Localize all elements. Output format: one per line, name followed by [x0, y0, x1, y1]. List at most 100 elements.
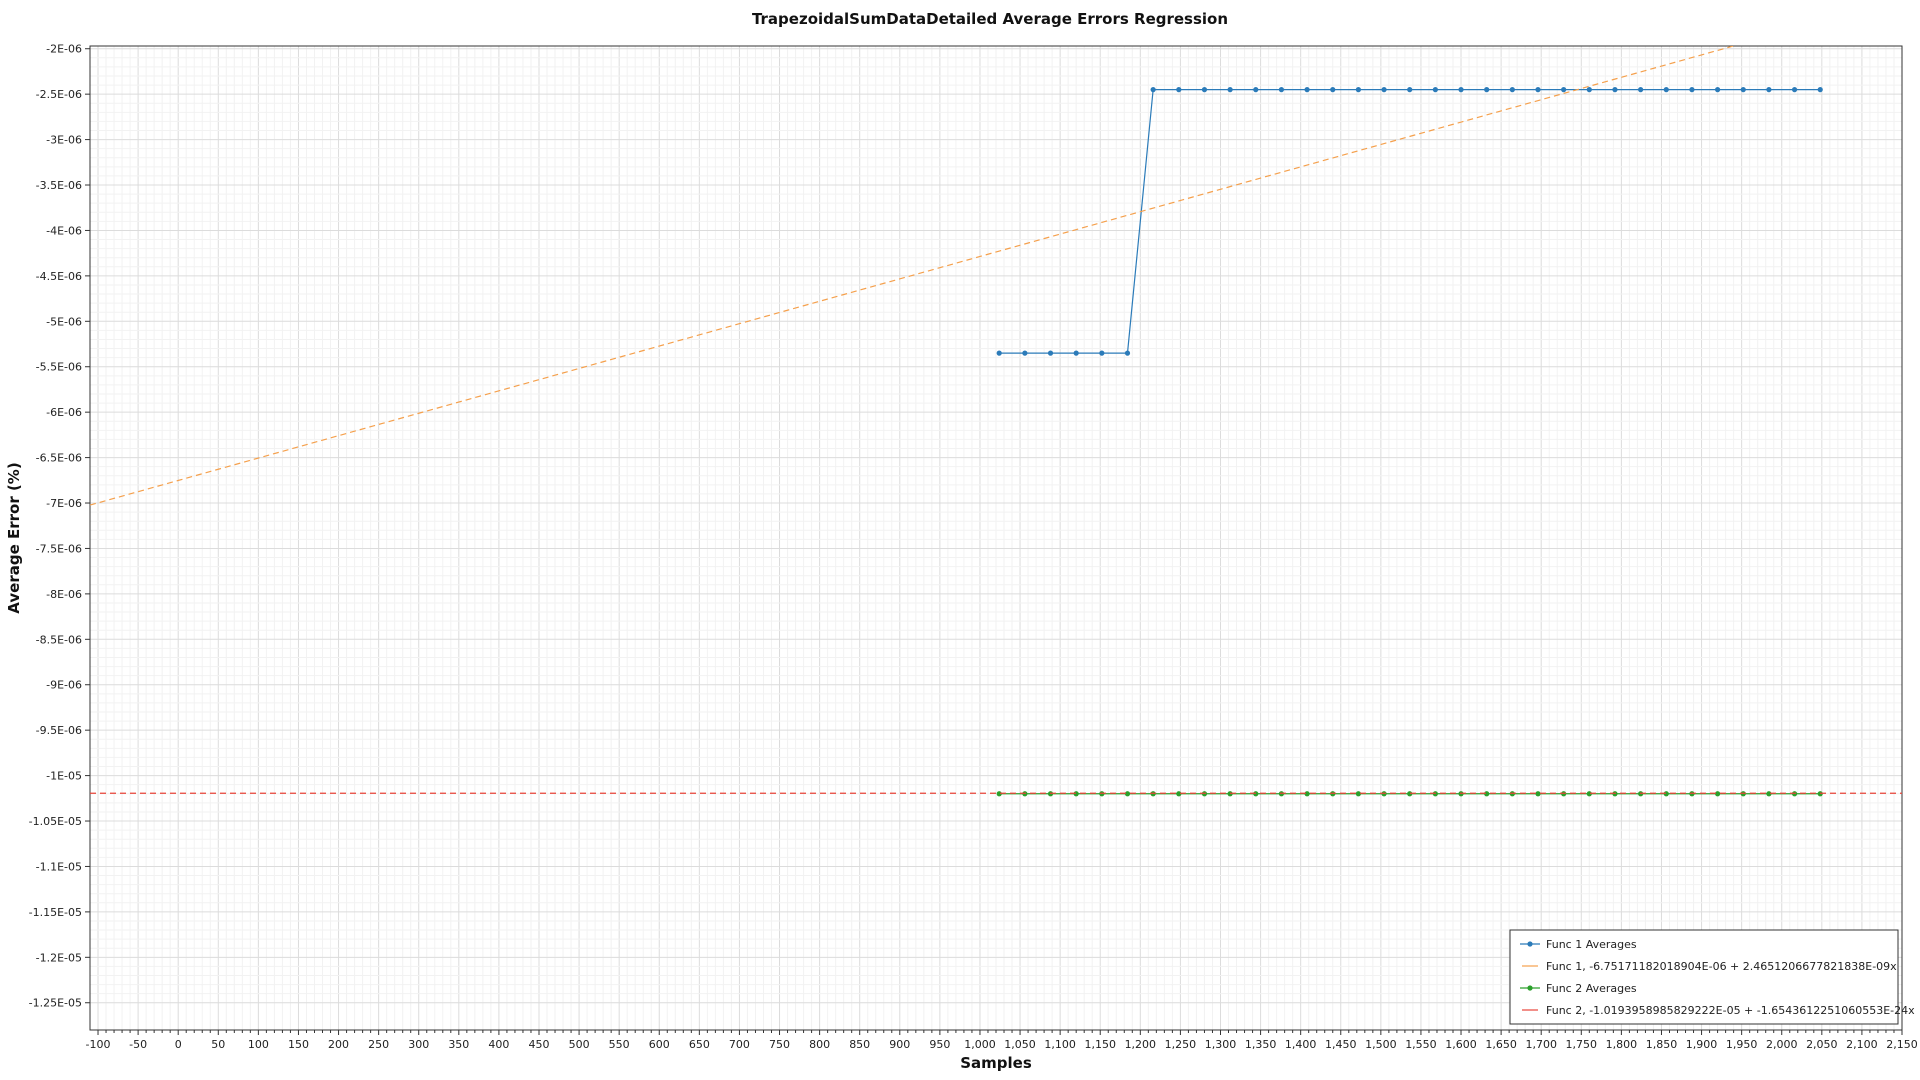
data-point: [1586, 87, 1592, 93]
x-tick-label: 400: [488, 1038, 509, 1051]
y-tick-label: -1.1E-05: [36, 860, 82, 873]
x-tick-label: 1,500: [1365, 1038, 1397, 1051]
y-tick-label: -1.05E-05: [29, 815, 82, 828]
x-tick-label: 900: [889, 1038, 910, 1051]
regression-line: [90, 46, 1736, 506]
x-tick-label: 450: [528, 1038, 549, 1051]
data-point: [1381, 87, 1387, 93]
series-layer: [90, 46, 1902, 797]
data-point: [1689, 87, 1695, 93]
x-tick-label: 300: [408, 1038, 429, 1051]
legend-label: Func 1 Averages: [1546, 938, 1637, 951]
x-tick-label: 550: [609, 1038, 630, 1051]
x-tick-label: 50: [211, 1038, 225, 1051]
data-point: [1663, 791, 1669, 797]
y-tick-label: -4E-06: [46, 224, 82, 237]
data-point: [1612, 87, 1618, 93]
data-point: [1201, 87, 1208, 93]
data-point: [1124, 350, 1131, 356]
x-tick-label: 850: [849, 1038, 870, 1051]
x-tick-label: 2,150: [1886, 1038, 1918, 1051]
data-point: [1407, 791, 1413, 797]
x-tick-label: 1,750: [1566, 1038, 1598, 1051]
y-tick-label: -1.25E-05: [29, 997, 82, 1010]
data-point: [1484, 87, 1490, 93]
legend-label: Func 1, -6.75171182018904E-06 + 2.465120…: [1546, 960, 1897, 973]
data-point: [1535, 87, 1541, 93]
data-point: [1791, 87, 1798, 93]
data-point: [1176, 87, 1182, 93]
data-point: [1714, 791, 1721, 797]
x-tick-label: 650: [689, 1038, 710, 1051]
data-point: [1458, 87, 1464, 93]
x-tick-label: 200: [328, 1038, 349, 1051]
x-tick-label: 600: [649, 1038, 670, 1051]
x-tick-label: -50: [129, 1038, 147, 1051]
x-tick-label: 100: [248, 1038, 269, 1051]
y-tick-label: -4.5E-06: [36, 270, 82, 283]
data-point: [1663, 87, 1669, 93]
y-tick-label: -1.15E-05: [29, 906, 82, 919]
y-tick-label: -7E-06: [46, 497, 82, 510]
x-tick-label: 1,600: [1445, 1038, 1477, 1051]
x-tick-label: 1,400: [1285, 1038, 1317, 1051]
y-tick-label: -2E-06: [46, 43, 82, 56]
x-tick-label: 2,100: [1846, 1038, 1878, 1051]
data-point: [1407, 87, 1413, 93]
legend-box: [1509, 929, 1899, 1025]
data-point: [1304, 791, 1310, 797]
x-tick-label: 1,650: [1485, 1038, 1517, 1051]
chart-title: TrapezoidalSumDataDetailed Average Error…: [752, 10, 1228, 28]
data-point: [1586, 791, 1592, 797]
x-tick-label: 750: [769, 1038, 790, 1051]
y-tick-label: -9E-06: [46, 679, 82, 692]
y-tick-label: -1.2E-05: [36, 951, 82, 964]
x-tick-label: 350: [448, 1038, 469, 1051]
data-point: [1355, 87, 1361, 93]
data-point: [1330, 87, 1336, 93]
data-point: [1022, 350, 1028, 356]
legend-label: Func 2 Averages: [1546, 982, 1637, 995]
data-point: [1766, 87, 1772, 93]
x-tick-label: 500: [569, 1038, 590, 1051]
y-tick-label: -3.5E-06: [36, 179, 82, 192]
y-tick-label: -8E-06: [46, 588, 82, 601]
x-tick-label: 1,550: [1405, 1038, 1437, 1051]
legend: Func 1 Averages Func 1, -6.75171182018904…: [1509, 929, 1915, 1025]
grid-lines: [90, 46, 1903, 1030]
x-tick-label: 1,450: [1325, 1038, 1357, 1051]
data-point: [996, 350, 1002, 356]
x-axis-title: Samples: [960, 1054, 1032, 1072]
data-point: [1253, 87, 1259, 93]
data-point: [996, 791, 1002, 797]
data-point: [1073, 791, 1079, 797]
data-point: [1509, 87, 1515, 93]
data-point: [1355, 791, 1361, 797]
x-tick-label: 1,800: [1606, 1038, 1638, 1051]
x-tick-label: 950: [929, 1038, 950, 1051]
data-point: [1432, 87, 1438, 93]
legend-label: Func 2, -1.0193958985829222E-05 + -1.654…: [1546, 1004, 1915, 1017]
data-point: [1073, 350, 1079, 356]
x-tick-label: 150: [288, 1038, 309, 1051]
data-point: [1124, 791, 1131, 797]
y-tick-label: -2.5E-06: [36, 88, 82, 101]
y-tick-label: -9.5E-06: [36, 724, 82, 737]
x-tick-label: 2,000: [1766, 1038, 1798, 1051]
x-tick-label: 1,050: [1004, 1038, 1036, 1051]
x-tick-label: 1,900: [1686, 1038, 1718, 1051]
y-tick-label: -5E-06: [46, 315, 82, 328]
y-axis-title: Average Error (%): [5, 462, 23, 613]
y-tick-label: -3E-06: [46, 134, 82, 147]
x-tick-label: 2,050: [1806, 1038, 1838, 1051]
series-1: [996, 87, 1823, 356]
x-tick-label: 1,300: [1205, 1038, 1237, 1051]
axes: [85, 45, 1903, 1035]
legend-swatch-marker: [1527, 941, 1533, 947]
data-point: [1638, 87, 1644, 93]
data-point: [1278, 87, 1285, 93]
data-point: [1535, 791, 1541, 797]
x-tick-label: -100: [86, 1038, 111, 1051]
